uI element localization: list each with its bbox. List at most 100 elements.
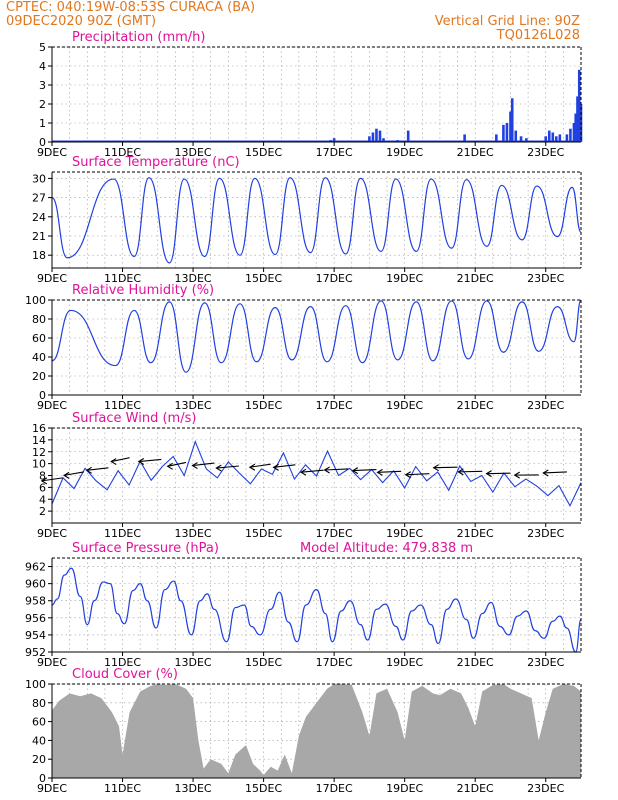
y-tick-label: 24 [32,211,46,224]
precip-bar [368,136,371,142]
wind-vector [405,473,430,476]
panel-title: Surface Pressure (hPa) [72,541,219,556]
x-tick-label: 13DEC [175,272,212,285]
wind-vector [300,469,324,473]
wind-vector-head [323,466,330,474]
wind-vector-head [137,458,145,465]
wind-vector-head [542,469,549,477]
wind-vector [111,457,130,463]
x-tick-label: 21DEC [457,527,494,540]
y-tick-label: 12 [32,446,46,459]
precip-bar [495,134,498,142]
precip-bar [576,96,579,142]
wind-vector-head [485,470,492,478]
x-tick-label: 19DEC [386,527,423,540]
panel-2: Surface Temperature (nC) 18 21 24 27 30 9DEC 11… [32,155,582,285]
y-tick-label: 20 [32,753,46,766]
y-tick-label: 80 [32,697,46,710]
precip-bar [375,128,378,142]
panel-5: Surface Pressure (hPa) Model Altitude: 47… [25,541,582,669]
x-tick-label: 19DEC [386,399,423,412]
x-tick-label: 17DEC [316,656,353,669]
y-tick-label: 6 [39,481,46,494]
temperature-line [51,177,582,264]
panel-1: Precipitation (mm/h) 0 1 2 3 4 5 9DEC 11DEC 13DEC… [37,30,583,159]
wind-vector [63,471,84,476]
wind-vector [249,463,271,468]
wind-vector-head [351,467,359,475]
cloud-cover-area [52,684,581,778]
x-tick-label: 23DEC [527,399,564,412]
wind-vector [138,458,162,463]
y-tick-label: 954 [25,629,46,642]
x-tick-label: 11DEC [104,527,141,540]
y-tick-label: 60 [32,716,46,729]
y-tick-label: 3 [39,79,46,92]
y-tick-label: 1 [39,117,46,130]
panel-3: Relative Humidity (%) 0 20 40 60 80 100 9DEC 11D… [25,283,582,412]
x-tick-label: 9DEC [37,272,67,285]
panel-title: Cloud Cover (%) [72,667,178,682]
x-tick-label: 15DEC [245,782,282,795]
y-tick-label: 0 [39,772,46,785]
grid-line-note: Vertical Grid Line: 90Z [435,14,580,29]
x-tick-label: 21DEC [457,399,494,412]
wind-vector [458,470,483,473]
wind-vector-head [432,464,439,472]
y-tick-label: 27 [32,192,46,205]
wind-vector-head [404,471,412,479]
precip-bar [514,130,518,142]
y-tick-label: 40 [32,734,46,747]
x-tick-label: 23DEC [527,527,564,540]
y-tick-label: 21 [32,230,46,243]
y-tick-label: 10 [32,458,46,471]
y-tick-label: 100 [25,294,46,307]
x-tick-label: 19DEC [386,272,423,285]
x-tick-label: 15DEC [245,527,282,540]
x-tick-label: 21DEC [457,656,494,669]
x-tick-label: 13DEC [175,656,212,669]
precip-bar [505,123,509,142]
y-tick-label: 8 [39,470,46,483]
precip-bar [463,134,466,142]
x-tick-label: 11DEC [104,782,141,795]
precip-bar [371,132,375,142]
y-tick-label: 40 [32,351,46,364]
wind-vector-head [40,477,48,485]
y-tick-label: 960 [25,578,46,591]
panel-subtitle: Model Altitude: 479.838 m [300,541,473,556]
x-tick-label: 15DEC [245,272,282,285]
x-tick-label: 9DEC [37,656,67,669]
precip-bar [332,138,336,142]
precip-bar [558,134,562,142]
y-tick-label: 20 [32,370,46,383]
x-tick-label: 9DEC [37,399,67,412]
y-tick-label: 4 [39,60,46,73]
panel-title: Precipitation (mm/h) [72,30,205,45]
x-tick-label: 21DEC [457,146,494,159]
wind-vector-head [513,471,520,479]
x-tick-label: 17DEC [316,146,353,159]
wind-vector-head [191,462,198,470]
x-tick-label: 17DEC [316,527,353,540]
wind-vector [486,472,511,475]
x-tick-label: 23DEC [527,272,564,285]
y-tick-label: 100 [25,678,46,691]
wind-vector-head [376,468,383,476]
x-tick-label: 19DEC [386,146,423,159]
x-tick-label: 15DEC [245,656,282,669]
x-tick-label: 9DEC [37,782,67,795]
wind-vector [192,462,215,467]
x-tick-label: 17DEC [316,272,353,285]
x-tick-label: 23DEC [527,146,564,159]
precip-bar [569,128,572,142]
panel-title: Surface Temperature (nC) [72,155,240,170]
precip-bar [525,138,528,142]
panel-title: Relative Humidity (%) [72,283,214,298]
precip-bar [544,136,548,142]
y-tick-label: 2 [39,98,46,111]
y-tick-label: 956 [25,612,46,625]
y-tick-label: 0 [39,136,46,149]
x-tick-label: 19DEC [386,782,423,795]
